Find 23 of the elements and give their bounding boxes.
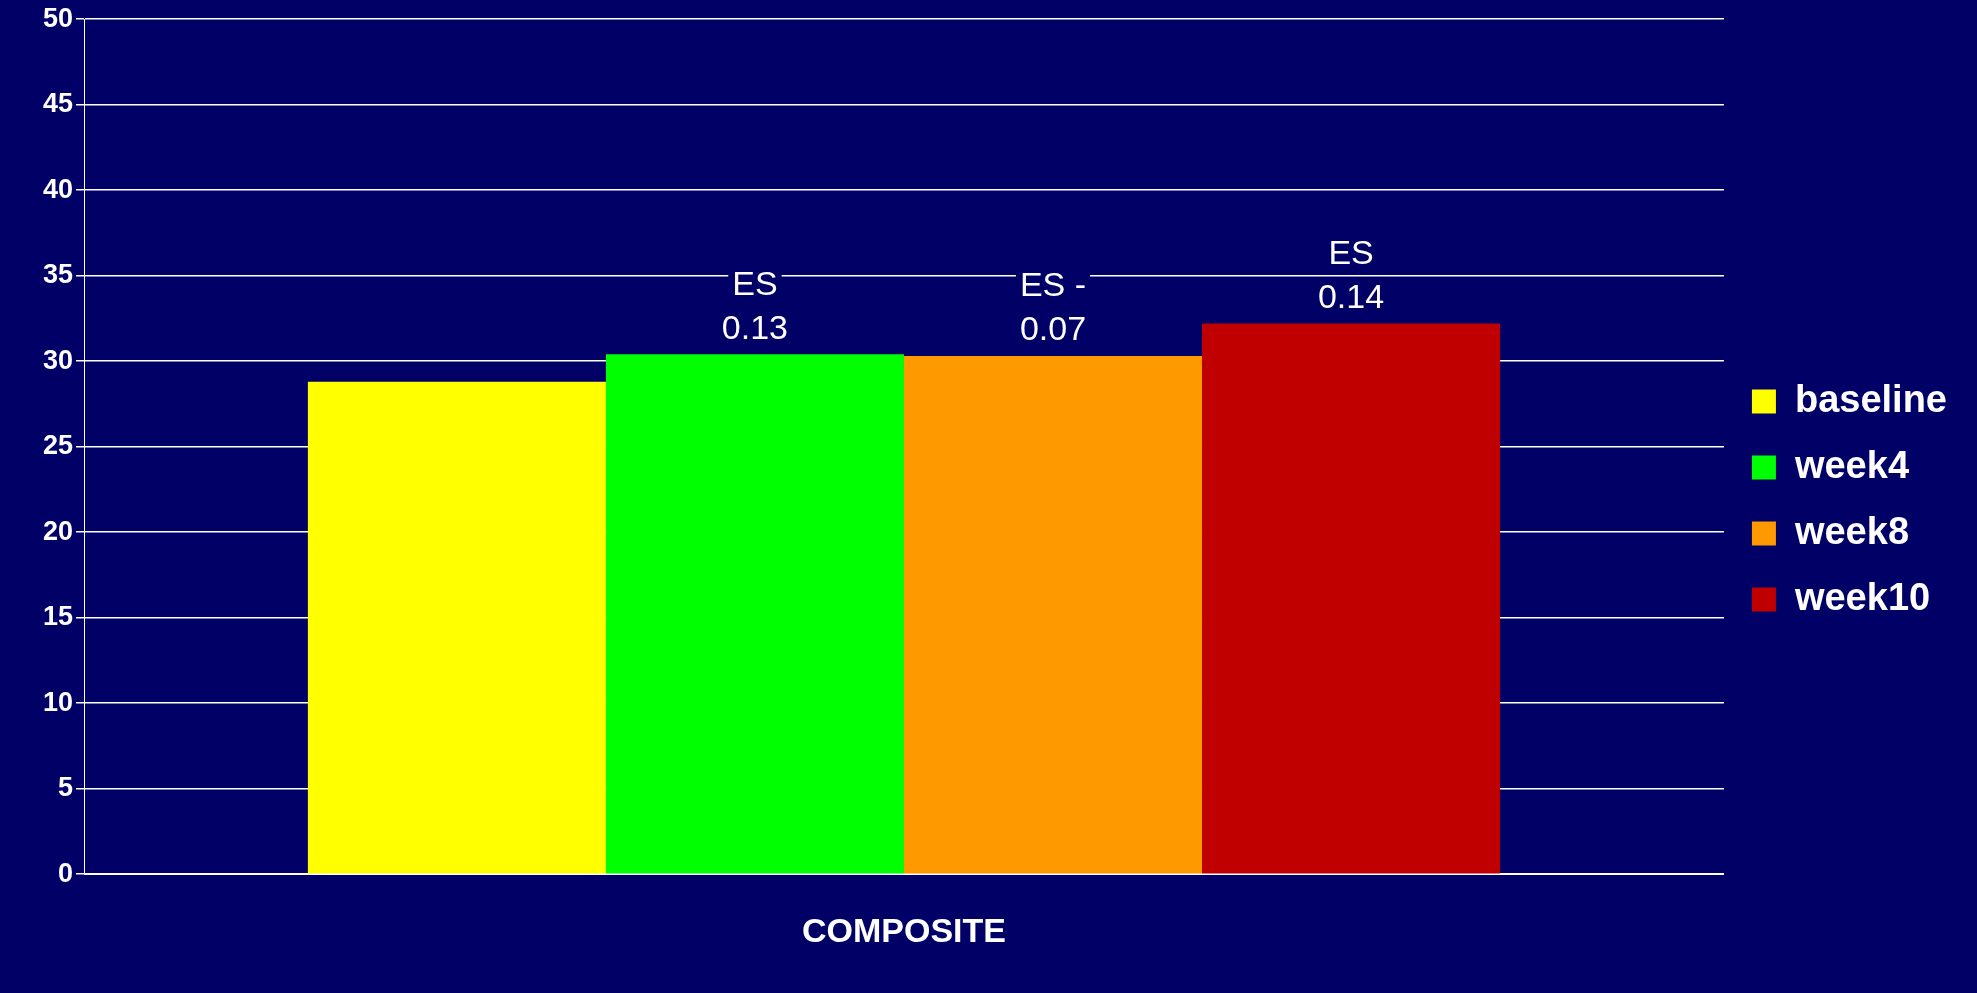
- y-tick-label: 35: [42, 259, 74, 290]
- y-tick-label: 40: [42, 173, 74, 204]
- bar: [903, 356, 1203, 874]
- y-tick-label: 5: [58, 772, 74, 803]
- bar: [307, 381, 606, 874]
- y-tick-label: 15: [42, 601, 74, 632]
- annotation: ES - 0.07: [1019, 265, 1087, 348]
- y-tick-label: 30: [42, 344, 74, 375]
- y-tick-label: 25: [42, 430, 74, 461]
- y-tick-label: 0: [58, 857, 74, 888]
- annotation: ES 0.14: [1317, 232, 1385, 315]
- bar: [605, 354, 904, 874]
- y-tick-label: 50: [42, 2, 74, 33]
- bar: [1202, 323, 1501, 874]
- y-tick-label: 45: [42, 88, 74, 119]
- legend-label: baseline: [1794, 377, 1947, 420]
- legend-label: week10: [1793, 575, 1931, 618]
- annotation: ES 0.13: [721, 263, 789, 346]
- x-tick-label: COMPOSITE: [801, 910, 1006, 949]
- y-tick-label: 10: [42, 686, 74, 717]
- legend-label: week8: [1793, 509, 1910, 552]
- legend-label: week4: [1793, 443, 1910, 486]
- y-tick-label: 20: [42, 515, 74, 546]
